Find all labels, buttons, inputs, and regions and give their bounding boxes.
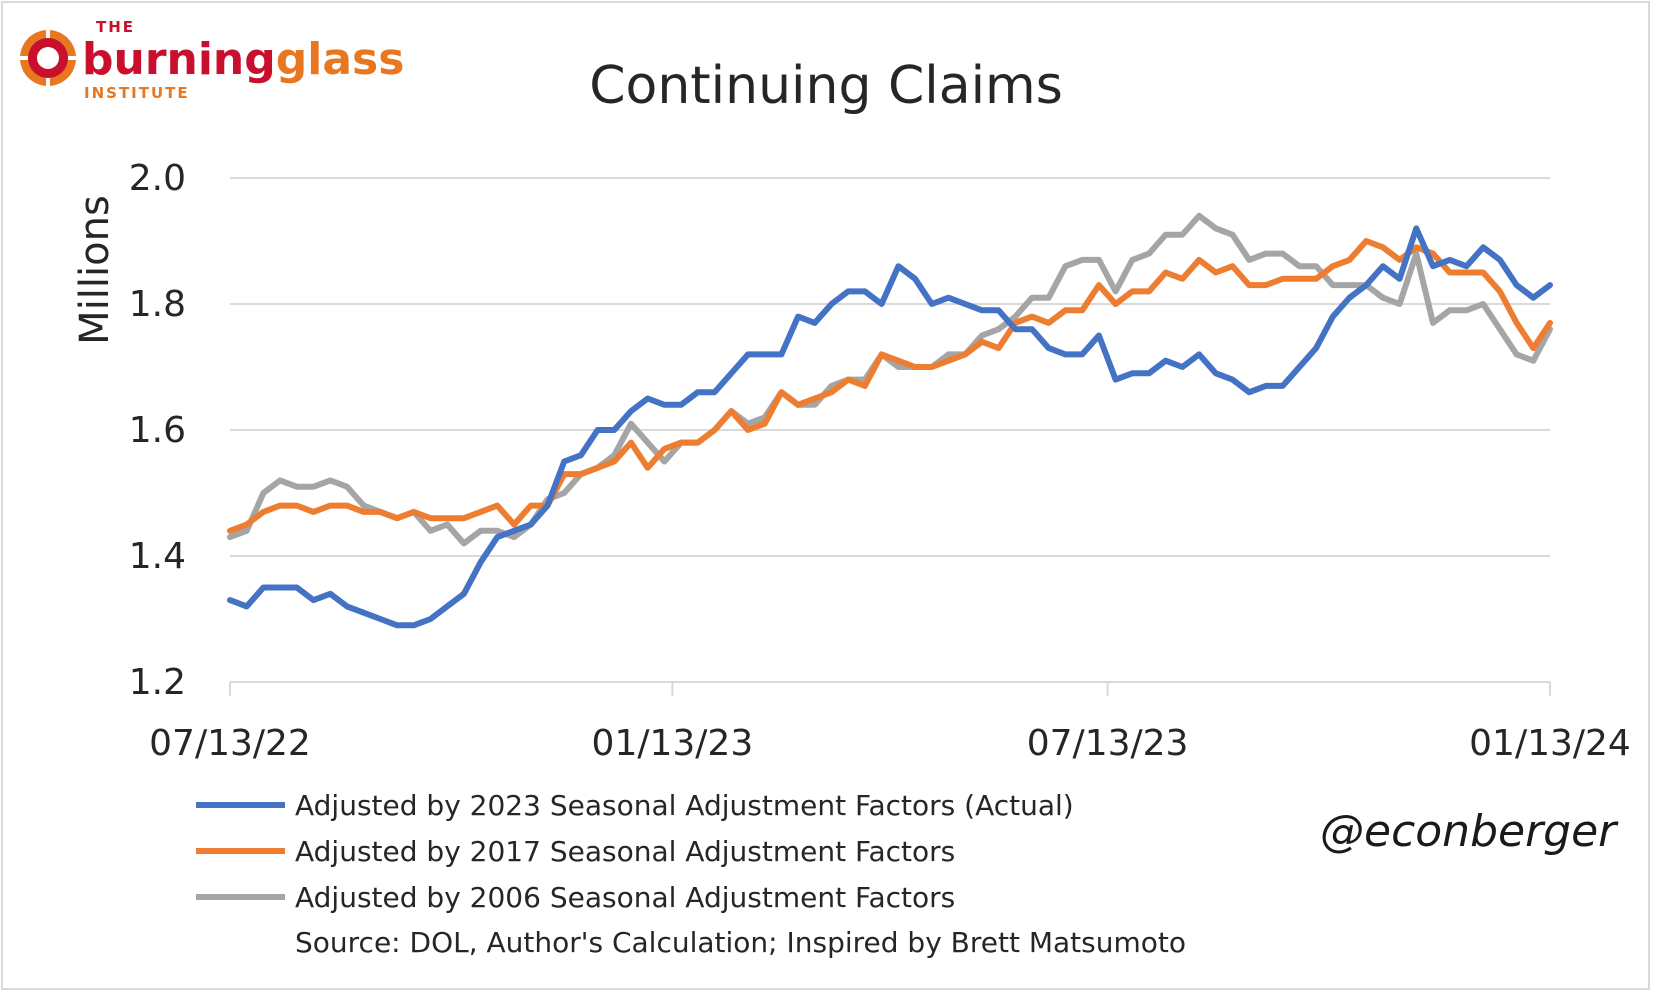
logo-glass-part: glass (276, 34, 405, 85)
gridlines (230, 177, 1550, 557)
legend: Adjusted by 2023 Seasonal Adjustment Fac… (196, 789, 1186, 959)
y-axis-label: Millions (72, 195, 118, 345)
sun-logo-icon (18, 28, 78, 88)
series-line-2017 (227, 238, 1553, 534)
x-tick-label: 01/13/24 (1469, 723, 1631, 764)
y-tick-label: 1.4 (129, 536, 186, 577)
series-line-2023 (227, 225, 1553, 629)
series-lines (227, 212, 1553, 629)
series-line-2006 (227, 212, 1553, 547)
logo-institute: INSTITUTE (84, 84, 190, 102)
x-tick-label: 01/13/23 (592, 723, 754, 764)
y-tick-label: 1.6 (129, 410, 186, 451)
x-tick-label: 07/13/23 (1027, 723, 1189, 764)
y-tick-label: 1.2 (129, 662, 186, 703)
x-tick-label: 07/13/22 (149, 723, 311, 764)
legend-label-2017: Adjusted by 2017 Seasonal Adjustment Fac… (295, 835, 955, 868)
logo-the: THE (96, 18, 135, 36)
chart-title: Continuing Claims (589, 56, 1063, 116)
x-axis: 07/13/22 01/13/23 07/13/23 01/13/24 (149, 681, 1631, 764)
author-handle: @econberger (1320, 806, 1619, 857)
legend-label-2023: Adjusted by 2023 Seasonal Adjustment Fac… (295, 789, 1074, 822)
logo-burning: burningglass (82, 34, 404, 85)
legend-label-2006: Adjusted by 2006 Seasonal Adjustment Fac… (295, 881, 955, 914)
y-tick-labels: 1.2 1.4 1.6 1.8 2.0 (129, 158, 186, 703)
source-note: Source: DOL, Author's Calculation; Inspi… (295, 926, 1186, 959)
y-tick-label: 1.8 (129, 284, 186, 325)
y-tick-label: 2.0 (129, 158, 186, 199)
burning-glass-logo: THE burningglass INSTITUTE (18, 18, 404, 102)
logo-burning-part: burning (82, 34, 276, 85)
